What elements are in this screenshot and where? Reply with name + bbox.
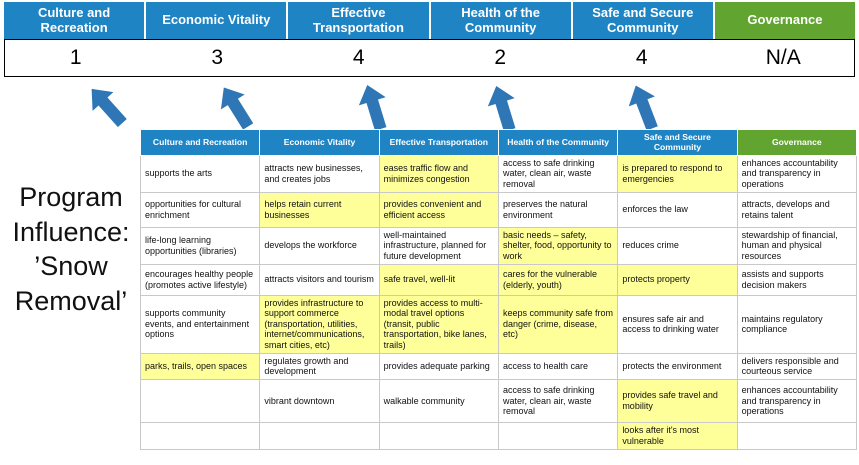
matrix-cell: attracts, develops and retains talent [736, 191, 858, 228]
score-row: 1 3 4 2 4 N/A [4, 39, 855, 77]
matrix-cell: eases traffic flow and minimizes congest… [378, 154, 499, 193]
matrix-header-governance: Governance [736, 129, 858, 156]
matrix-cell: provides infrastructure to support comme… [259, 294, 380, 354]
matrix-cell: attracts new businesses, and creates job… [259, 154, 380, 193]
matrix-cell: encourages healthy people (promotes acti… [139, 263, 261, 296]
matrix-header-effective-transportation: Effective Transportation [378, 129, 499, 156]
matrix-cell: protects property [617, 263, 738, 296]
arrow-up-icon [212, 80, 260, 134]
category-header-governance: Governance [714, 2, 856, 39]
matrix-cell: protects the environment [617, 352, 738, 380]
matrix-cell: life-long learning opportunities (librar… [139, 226, 261, 265]
score-economic-vitality: 3 [211, 46, 224, 69]
matrix-cell: maintains regulatory compliance [736, 294, 858, 354]
matrix-cell: preserves the natural environment [497, 191, 619, 228]
matrix-cell: keeps community safe from danger (crime,… [497, 294, 619, 354]
matrix-cell: parks, trails, open spaces [139, 352, 261, 380]
matrix-cell: delivers responsible and courteous servi… [736, 352, 858, 380]
matrix-cell: reduces crime [617, 226, 738, 265]
matrix-header-row: Culture and Recreation Economic Vitality… [139, 129, 858, 156]
matrix-cell: develops the workforce [259, 226, 380, 265]
category-header-culture-recreation: Culture and Recreation [4, 2, 145, 39]
matrix-cell: supports community events, and entertain… [139, 294, 261, 354]
matrix-cell: provides access to multi-modal travel op… [378, 294, 499, 354]
matrix-cell: safe travel, well-lit [378, 263, 499, 296]
matrix-header-safe-secure-community: Safe and Secure Community [617, 129, 738, 156]
matrix-cell: opportunities for cultural enrichment [139, 191, 261, 228]
matrix-cell: cares for the vulnerable (elderly, youth… [497, 263, 619, 296]
matrix-cell [736, 421, 858, 450]
matrix-cell: ensures safe air and access to drinking … [617, 294, 738, 354]
arrow-up-icon [483, 82, 523, 134]
matrix-header-economic-vitality: Economic Vitality [259, 129, 380, 156]
category-header-row: Culture and Recreation Economic Vitality… [4, 2, 856, 39]
matrix-cell: supports the arts [139, 154, 261, 193]
matrix-cell [139, 421, 261, 450]
matrix-cell: basic needs – safety, shelter, food, opp… [497, 226, 619, 265]
matrix-row: opportunities for cultural enrichment he… [139, 191, 858, 228]
matrix-cell [497, 421, 619, 450]
matrix-cell: stewardship of financial, human and phys… [736, 226, 858, 265]
matrix-row: supports the arts attracts new businesse… [139, 154, 858, 193]
category-header-health-community: Health of the Community [430, 2, 571, 39]
matrix-cell: walkable community [378, 378, 499, 423]
matrix-header-health-community: Health of the Community [497, 129, 619, 156]
arrow-up-icon [354, 81, 394, 133]
category-header-effective-transportation: Effective Transportation [288, 2, 429, 39]
matrix-header-culture-recreation: Culture and Recreation [139, 129, 261, 156]
program-title: Program Influence: ’Snow Removal’ [12, 182, 130, 316]
matrix-cell: enhances accountability and transparency… [736, 154, 858, 193]
category-header-economic-vitality: Economic Vitality [146, 2, 287, 39]
matrix-cell: is prepared to respond to emergencies [617, 154, 738, 193]
matrix-row: encourages healthy people (promotes acti… [139, 263, 858, 296]
matrix-cell: well-maintained infrastructure, planned … [378, 226, 499, 265]
matrix-cell: looks after it's most vulnerable [617, 421, 738, 450]
score-safe-secure-community: 4 [635, 46, 648, 69]
matrix-cell: access to safe drinking water, clean air… [497, 154, 619, 193]
arrow-up-icon [81, 80, 133, 133]
score-governance: N/A [765, 46, 801, 69]
matrix-row: looks after it's most vulnerable [139, 421, 858, 450]
matrix-cell: vibrant downtown [259, 378, 380, 423]
matrix-cell [259, 421, 380, 450]
matrix-cell: helps retain current businesses [259, 191, 380, 228]
influence-matrix: Culture and Recreation Economic Vitality… [139, 129, 858, 450]
matrix-cell: access to health care [497, 352, 619, 380]
arrow-up-icon [623, 81, 666, 134]
matrix-cell: assists and supports decision makers [736, 263, 858, 296]
matrix-cell [378, 421, 499, 450]
matrix-cell [139, 378, 261, 423]
matrix-cell: attracts visitors and tourism [259, 263, 380, 296]
matrix-row: supports community events, and entertain… [139, 294, 858, 354]
matrix-row: life-long learning opportunities (librar… [139, 226, 858, 265]
category-header-safe-secure-community: Safe and Secure Community [572, 2, 713, 39]
score-culture-recreation: 1 [69, 46, 82, 69]
matrix-cell: enforces the law [617, 191, 738, 228]
score-health-community: 2 [494, 46, 507, 69]
matrix-cell: regulates growth and development [259, 352, 380, 380]
score-effective-transportation: 4 [352, 46, 365, 69]
matrix-row: vibrant downtown walkable community acce… [139, 378, 858, 423]
matrix-cell: enhances accountability and transparency… [736, 378, 858, 423]
matrix-cell: access to safe drinking water, clean air… [497, 378, 619, 423]
matrix-row: parks, trails, open spaces regulates gro… [139, 352, 858, 380]
matrix-cell: provides convenient and efficient access [378, 191, 499, 228]
matrix-cell: provides safe travel and mobility [617, 378, 738, 423]
matrix-cell: provides adequate parking [378, 352, 499, 380]
